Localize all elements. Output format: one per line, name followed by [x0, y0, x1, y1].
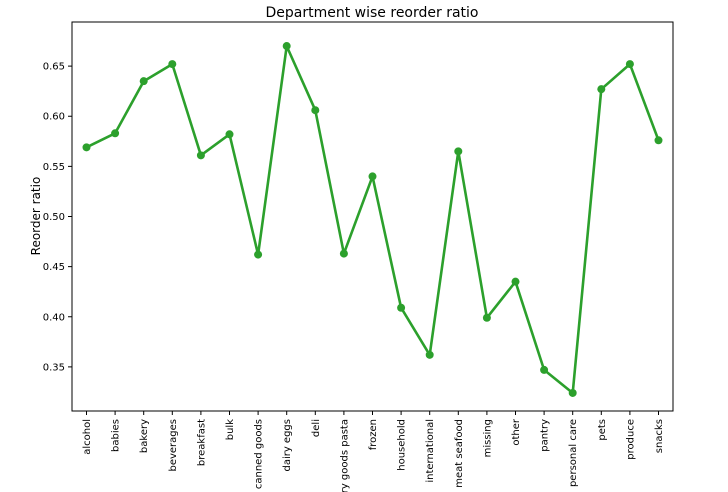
y-axis-ticks: 0.35 0.40 0.45 0.50 0.55 0.60 0.65 [43, 62, 72, 373]
x-tick-label: personal care [568, 419, 579, 487]
x-tick-label: dry goods pasta [339, 419, 350, 492]
series-layer [82, 42, 663, 397]
data-point-dairy-eggs [282, 42, 291, 51]
data-point-canned-goods [254, 250, 263, 259]
data-point-household [397, 303, 406, 312]
x-tick-label: breakfast [196, 419, 207, 466]
x-tick-label: meat seafood [454, 419, 465, 488]
x-tick-label: babies [111, 419, 122, 452]
x-tick-label: pantry [540, 419, 551, 452]
x-tick-label: produce [625, 419, 636, 460]
x-tick-label: missing [482, 419, 493, 457]
data-point-breakfast [196, 151, 205, 160]
data-point-other [511, 277, 520, 286]
data-point-pets [597, 85, 606, 94]
x-tick-label: other [511, 418, 522, 446]
x-tick-label: alcohol [82, 419, 93, 455]
data-point-international [425, 350, 434, 359]
y-tick-label: 0.35 [43, 362, 65, 373]
data-point-personal-care [568, 388, 577, 397]
data-point-snacks [654, 136, 663, 145]
data-point-pantry [540, 365, 549, 374]
y-tick-label: 0.45 [43, 262, 65, 273]
x-tick-label: household [397, 419, 408, 471]
data-point-alcohol [82, 143, 91, 152]
x-tick-label: beverages [168, 419, 179, 472]
x-tick-label: frozen [368, 419, 379, 450]
y-tick-label: 0.55 [43, 162, 65, 173]
data-point-babies [111, 129, 120, 138]
x-tick-label: bulk [225, 419, 236, 440]
data-point-bakery [139, 77, 148, 86]
x-tick-label: international [425, 419, 436, 483]
chart-title: Department wise reorder ratio [266, 5, 479, 21]
y-axis-label: Reorder ratio [29, 177, 43, 256]
x-tick-label: bakery [139, 419, 150, 453]
x-axis-ticks: alcohol babies bakery beverages breakfast bul… [82, 411, 665, 492]
y-tick-label: 0.40 [43, 312, 65, 323]
x-tick-label: dairy eggs [282, 419, 293, 472]
y-tick-label: 0.65 [43, 62, 65, 73]
y-tick-label: 0.60 [43, 112, 65, 123]
x-tick-label: pets [597, 419, 608, 441]
data-point-produce [625, 60, 634, 69]
x-tick-label: canned goods [254, 419, 265, 489]
data-point-deli [311, 106, 320, 115]
data-point-beverages [168, 60, 177, 69]
y-tick-label: 0.50 [43, 212, 65, 223]
data-point-missing [482, 313, 491, 322]
x-tick-label: snacks [654, 419, 665, 453]
data-point-frozen [368, 172, 377, 181]
data-point-dry-goods-pasta [339, 249, 348, 258]
x-tick-label: deli [311, 419, 322, 437]
data-point-meat-seafood [454, 147, 463, 156]
data-point-bulk [225, 130, 234, 139]
